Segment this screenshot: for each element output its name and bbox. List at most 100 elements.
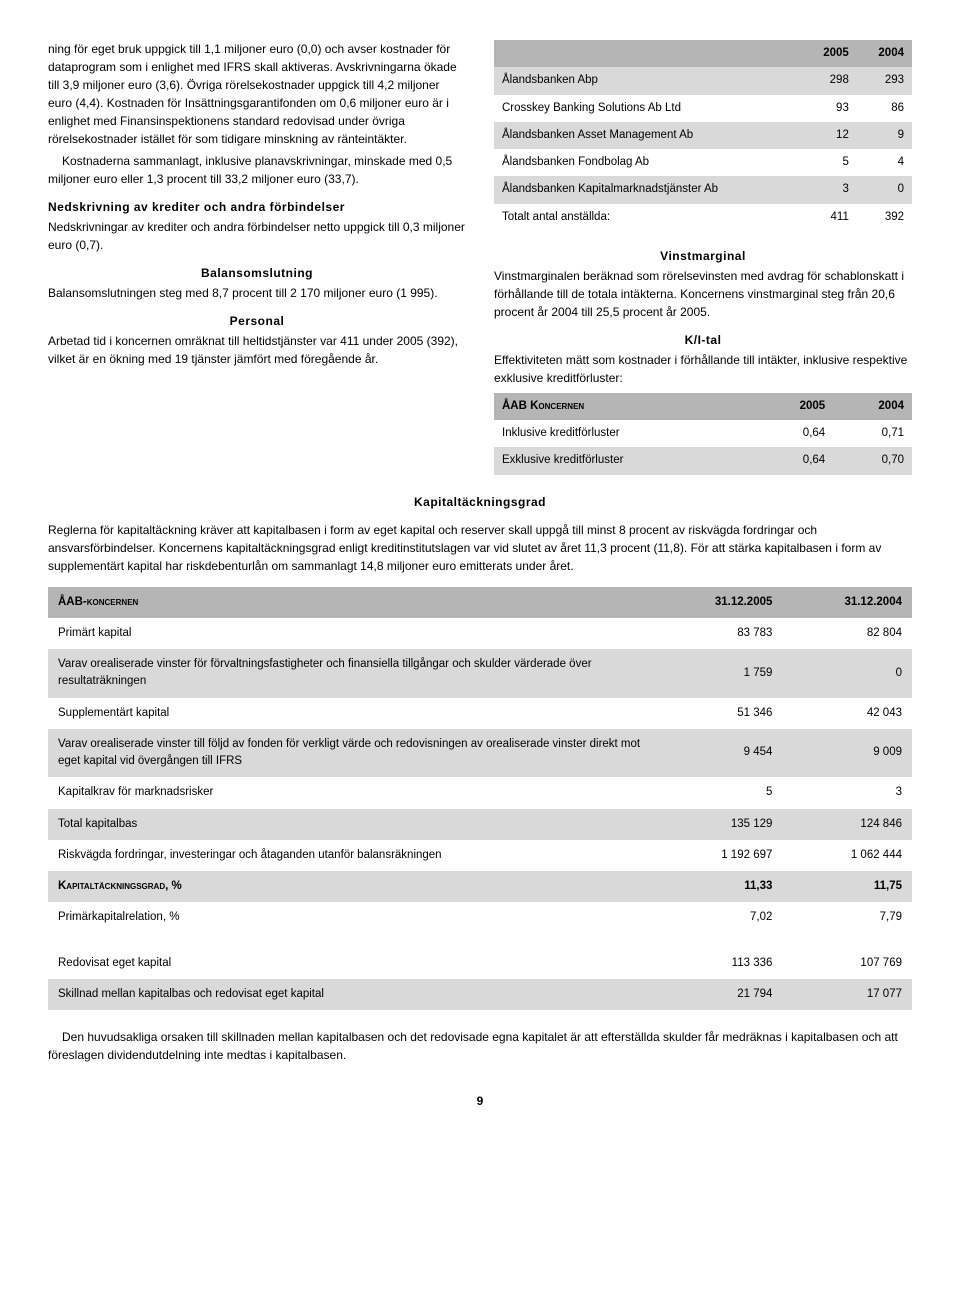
- row-label: Kapitalkrav för marknadsrisker: [48, 777, 653, 808]
- row-label: Primärt kapital: [48, 618, 653, 649]
- section-title-nedskrivning: Nedskrivning av krediter och andra förbi…: [48, 198, 466, 216]
- row-val-2: 107 769: [782, 948, 912, 979]
- table-row: Kapitalkrav för marknadsrisker53: [48, 777, 912, 808]
- table-row: Primärt kapital83 78382 804: [48, 618, 912, 649]
- row-val-2: 42 043: [782, 698, 912, 729]
- row-label: Exklusive kreditförluster: [494, 447, 754, 474]
- section-title-personal: Personal: [48, 312, 466, 330]
- row-label: Primärkapitalrelation, %: [48, 902, 653, 933]
- section-title-balans: Balansomslutning: [48, 264, 466, 282]
- body-para: Balansomslutningen steg med 8,7 procent …: [48, 284, 466, 302]
- col-2004: 31.12.2004: [782, 587, 912, 618]
- row-val-1: 3: [802, 176, 857, 203]
- row-val-2: 86: [857, 95, 912, 122]
- table-row: Varav orealiserade vinster till följd av…: [48, 729, 912, 778]
- row-val-2: 124 846: [782, 809, 912, 840]
- table-row: Crosskey Banking Solutions Ab Ltd9386: [494, 95, 912, 122]
- row-val-2: 9: [857, 122, 912, 149]
- row-val-2: 0: [782, 649, 912, 698]
- row-val-1: 21 794: [653, 979, 783, 1010]
- row-val-1: 135 129: [653, 809, 783, 840]
- row-label: Ålandsbanken Kapitalmarknadstjänster Ab: [494, 176, 802, 203]
- table-header: ÅAB-koncernen 31.12.2005 31.12.2004: [48, 587, 912, 618]
- table-header: ÅAB Koncernen 2005 2004: [494, 393, 912, 420]
- row-label: Ålandsbanken Fondbolag Ab: [494, 149, 802, 176]
- section-title-kital: K/I-tal: [494, 331, 912, 349]
- table-row: Primärkapitalrelation, %7,027,79: [48, 902, 912, 933]
- table-row: Inklusive kreditförluster0,640,71: [494, 420, 912, 447]
- page-number: 9: [48, 1092, 912, 1110]
- row-val-2: [782, 934, 912, 948]
- table-row: [48, 934, 912, 948]
- row-label: Totalt antal anställda:: [494, 204, 802, 231]
- row-val-2: 3: [782, 777, 912, 808]
- table-row: Exklusive kreditförluster0,640,70: [494, 447, 912, 474]
- row-val-1: 93: [802, 95, 857, 122]
- body-para: Arbetad tid i koncernen omräknat till he…: [48, 332, 466, 368]
- row-val-2: 0,70: [833, 447, 912, 474]
- table-row: Varav orealiserade vinster för förvaltni…: [48, 649, 912, 698]
- table-row: Supplementärt kapital51 34642 043: [48, 698, 912, 729]
- row-val-2: 4: [857, 149, 912, 176]
- section-title-kapitaltackningsgrad: Kapitaltäckningsgrad: [48, 493, 912, 511]
- row-val-2: 293: [857, 67, 912, 94]
- col-2005: 2005: [754, 393, 833, 420]
- body-para: Effektiviteten mätt som kostnader i förh…: [494, 351, 912, 387]
- body-para: Reglerna för kapitaltäckning kräver att …: [48, 521, 912, 575]
- section-title-vinstmarginal: Vinstmarginal: [494, 247, 912, 265]
- table-row: Totalt antal anställda:411392: [494, 204, 912, 231]
- row-label: Ålandsbanken Abp: [494, 67, 802, 94]
- row-val-1: 1 759: [653, 649, 783, 698]
- row-val-2: 0: [857, 176, 912, 203]
- row-label: Supplementärt kapital: [48, 698, 653, 729]
- body-para: Kostnaderna sammanlagt, inklusive planav…: [48, 152, 466, 188]
- row-val-1: 0,64: [754, 447, 833, 474]
- row-label: Redovisat eget kapital: [48, 948, 653, 979]
- col-2005: 2005: [802, 40, 857, 67]
- table-row: Ålandsbanken Asset Management Ab129: [494, 122, 912, 149]
- table-row: Ålandsbanken Kapitalmarknadstjänster Ab3…: [494, 176, 912, 203]
- footer-para: Den huvudsakliga orsaken till skillnaden…: [48, 1028, 912, 1064]
- row-val-1: 411: [802, 204, 857, 231]
- row-val-2: 392: [857, 204, 912, 231]
- row-val-2: 9 009: [782, 729, 912, 778]
- ki-table: ÅAB Koncernen 2005 2004 Inklusive kredit…: [494, 393, 912, 475]
- row-label: Skillnad mellan kapitalbas och redovisat…: [48, 979, 653, 1010]
- row-val-1: 51 346: [653, 698, 783, 729]
- row-val-1: 5: [802, 149, 857, 176]
- row-label: Varav orealiserade vinster för förvaltni…: [48, 649, 653, 698]
- row-val-1: 11,33: [653, 871, 783, 902]
- table-row: Ålandsbanken Fondbolag Ab54: [494, 149, 912, 176]
- row-label: Inklusive kreditförluster: [494, 420, 754, 447]
- row-val-2: 1 062 444: [782, 840, 912, 871]
- row-val-2: 0,71: [833, 420, 912, 447]
- table-row: Total kapitalbas135 129124 846: [48, 809, 912, 840]
- row-val-1: 1 192 697: [653, 840, 783, 871]
- row-label: Crosskey Banking Solutions Ab Ltd: [494, 95, 802, 122]
- kapital-table: ÅAB-koncernen 31.12.2005 31.12.2004 Prim…: [48, 587, 912, 1011]
- row-label: Total kapitalbas: [48, 809, 653, 840]
- row-val-1: 298: [802, 67, 857, 94]
- row-val-1: 83 783: [653, 618, 783, 649]
- table-row: Kapitaltäckningsgrad, %11,3311,75: [48, 871, 912, 902]
- row-val-1: 9 454: [653, 729, 783, 778]
- row-val-1: 5: [653, 777, 783, 808]
- table-row: Skillnad mellan kapitalbas och redovisat…: [48, 979, 912, 1010]
- col-label: ÅAB Koncernen: [494, 393, 754, 420]
- row-label: Varav orealiserade vinster till följd av…: [48, 729, 653, 778]
- col-2004: 2004: [857, 40, 912, 67]
- body-para: Vinstmarginalen beräknad som rörelsevins…: [494, 267, 912, 321]
- row-val-1: 12: [802, 122, 857, 149]
- table-row: Riskvägda fordringar, investeringar och …: [48, 840, 912, 871]
- row-label: [48, 934, 653, 948]
- table-row: Redovisat eget kapital113 336107 769: [48, 948, 912, 979]
- table-header: 2005 2004: [494, 40, 912, 67]
- col-2004: 2004: [833, 393, 912, 420]
- body-para: ning för eget bruk uppgick till 1,1 milj…: [48, 40, 466, 148]
- table-row: Ålandsbanken Abp298293: [494, 67, 912, 94]
- row-val-1: 113 336: [653, 948, 783, 979]
- row-val-1: [653, 934, 783, 948]
- row-val-2: 17 077: [782, 979, 912, 1010]
- row-val-1: 0,64: [754, 420, 833, 447]
- row-val-2: 7,79: [782, 902, 912, 933]
